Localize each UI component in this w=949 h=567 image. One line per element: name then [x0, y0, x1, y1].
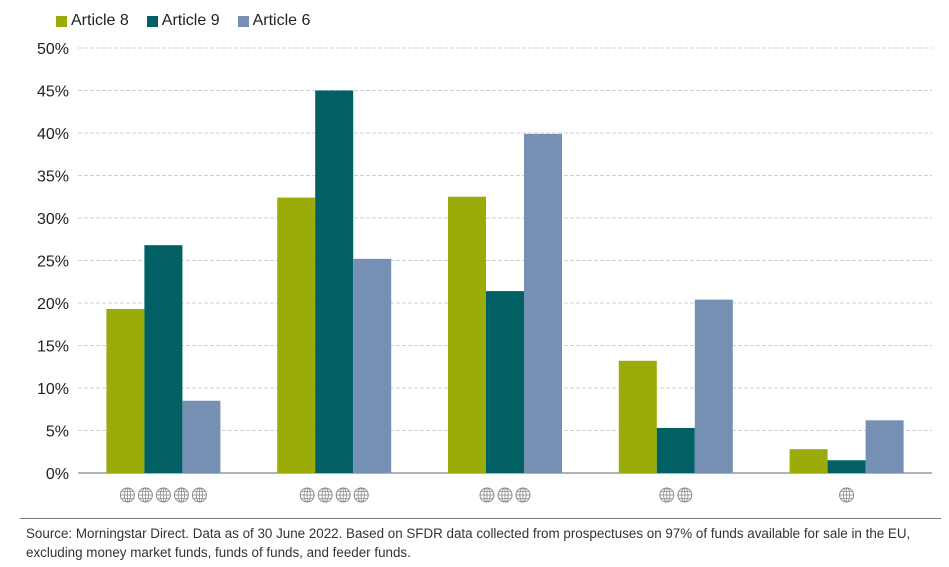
bar-article-6: Article 6: 8.5% — [182, 400, 221, 473]
bar-article-8: Article 8: 32.4% — [277, 197, 316, 473]
bar-article-8: Article 8: 19.3% — [106, 308, 145, 473]
globe-icon: 3 globes — [479, 487, 495, 503]
legend: Article 8 Article 9 Article 6 — [56, 12, 310, 30]
bar-article-9: Article 9: 26.8% — [144, 245, 183, 473]
bar-article-9: Article 9: 1.5% — [827, 460, 866, 473]
globe-icon: 3 globes — [497, 487, 513, 503]
legend-label: Article 9 — [161, 12, 220, 29]
globe-icon: 5 globes — [137, 487, 153, 503]
globe-icon: 5 globes — [173, 487, 189, 503]
globe-icon: 2 globes — [659, 487, 675, 503]
bar-article-6: Article 6: 6.2% — [865, 420, 904, 473]
globe-icon: 3 globes — [515, 487, 531, 503]
legend-item-article-9: Article 9 — [146, 12, 220, 30]
legend-item-article-6: Article 6 — [237, 12, 311, 30]
y-tick-label: 10% — [37, 381, 69, 398]
globe-icon: 4 globes — [335, 487, 351, 503]
globe-icon: 4 globes — [317, 487, 333, 503]
y-tick-label: 35% — [37, 169, 69, 186]
legend-swatch — [56, 15, 67, 27]
bar-article-8: Article 8: 13.2% — [618, 360, 657, 473]
globe-icon: 5 globes — [191, 487, 207, 503]
bar-article-6: Article 6: 25.2% — [353, 258, 392, 473]
y-tick-label: 5% — [46, 424, 69, 441]
bar-article-6: Article 6: 39.9% — [524, 133, 562, 473]
legend-label: Article 8 — [71, 12, 129, 29]
globe-icon: 4 globes — [353, 487, 369, 503]
legend-label: Article 6 — [252, 12, 311, 29]
bar-article-6: Article 6: 20.4% — [694, 299, 733, 473]
bar-chart: 0% 5% 10% 15% 20% 25% 30% 35% 40% 45% 50% Article 8… — [37, 41, 932, 503]
y-tick-label: 30% — [37, 211, 69, 228]
globe-icon: 5 globes — [155, 487, 171, 503]
legend-swatch — [146, 15, 158, 27]
legend-item-article-8: Article 8 — [56, 12, 129, 30]
bar-article-8: Article 8: 32.5% — [448, 196, 486, 473]
source-note: Source: Morningstar Direct. Data as of 3… — [26, 526, 911, 560]
bar-article-9: Article 9: 21.4% — [486, 291, 524, 473]
y-tick-label: 15% — [37, 339, 69, 356]
y-tick-label: 20% — [37, 296, 69, 313]
globe-icon: 5 globes — [119, 487, 135, 503]
y-tick-label: 50% — [37, 41, 69, 58]
y-tick-label: 25% — [37, 254, 69, 271]
globe-icon: 2 globes — [677, 487, 693, 503]
y-tick-label: 0% — [46, 466, 69, 483]
globe-icon: 1 globe — [839, 487, 855, 503]
bar-article-8: Article 8: 2.8% — [789, 449, 828, 473]
divider — [20, 518, 941, 519]
globe-icon: 4 globes — [299, 487, 315, 503]
bar-article-9: Article 9: 45% — [315, 90, 354, 473]
y-tick-label: 40% — [37, 126, 69, 143]
legend-swatch — [237, 15, 249, 27]
bar-article-9: Article 9: 5.3% — [656, 427, 695, 473]
y-tick-label: 45% — [37, 84, 69, 101]
